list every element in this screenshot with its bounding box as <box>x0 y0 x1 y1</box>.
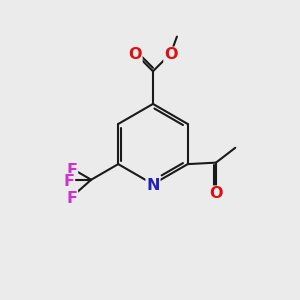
Text: O: O <box>164 47 178 62</box>
Text: F: F <box>63 174 74 189</box>
Text: F: F <box>66 163 77 178</box>
Text: F: F <box>66 191 77 206</box>
Text: O: O <box>209 186 223 201</box>
Text: N: N <box>146 178 160 193</box>
Text: O: O <box>128 47 142 62</box>
